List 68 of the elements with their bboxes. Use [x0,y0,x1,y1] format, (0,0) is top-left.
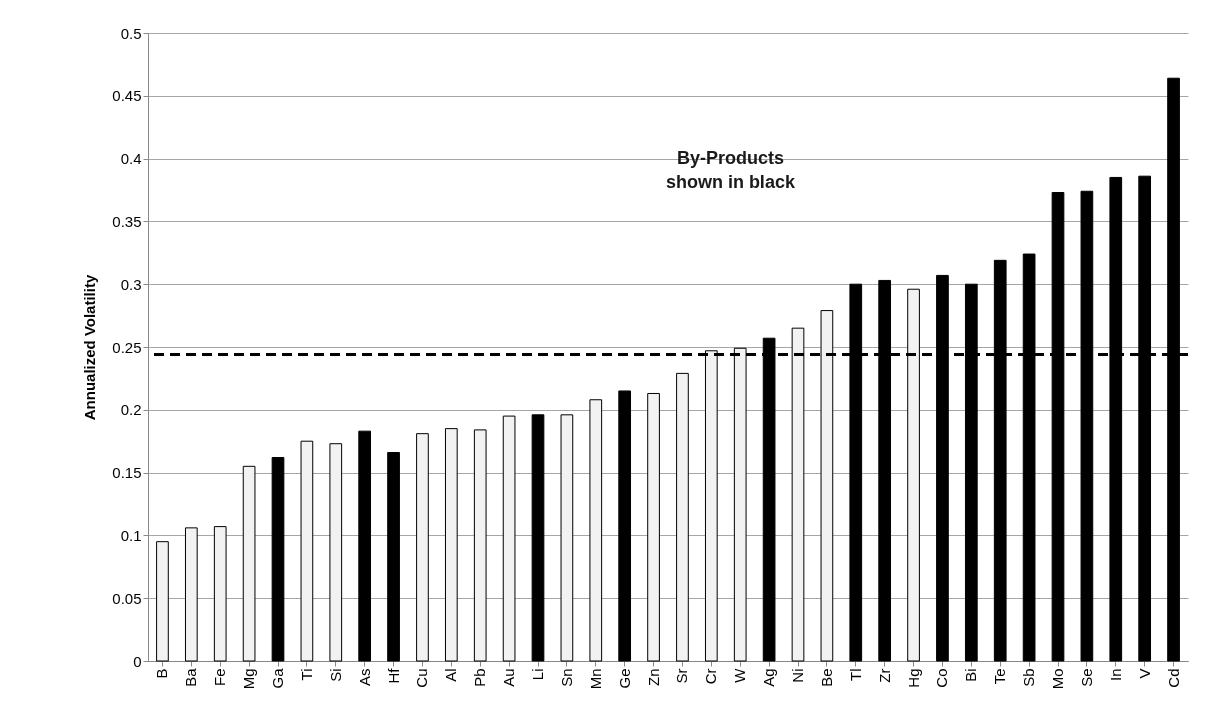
x-tick-label: In [1106,668,1124,682]
bar [184,527,198,662]
x-tick-label: Au [500,668,518,687]
x-tick-label: Al [442,668,460,682]
x-tick-label: Ni [789,668,806,683]
x-tick-label: Zn [644,668,662,687]
x-tick-label: Pb [471,668,489,687]
x-tick-label: Ga [269,667,286,689]
y-tick-label: 0.1 [120,526,142,544]
bar [271,457,285,662]
x-tick-label: Li [529,668,546,681]
x-tick-label: Ti [297,668,315,681]
x-tick-label: Hg [904,668,922,688]
y-tick-label: 0.3 [120,275,142,293]
x-tick-label: Mo [1049,668,1066,690]
x-tick-label: Mn [586,668,604,690]
x-tick-label: Se [1077,668,1095,687]
x-tick-label: Sn [557,668,575,687]
x-tick-label: V [1135,668,1153,679]
bar [589,399,603,662]
x-tick-label: Cu [413,668,431,688]
bar [329,443,343,662]
annotation: By-Products shown in black [665,147,796,192]
x-tick-label: Fe [211,668,229,687]
x-tick-label: Zr [875,668,893,683]
bar [647,392,660,662]
x-tick-label: Hf [384,667,402,684]
bar [242,465,256,662]
bar [560,414,574,662]
bar [502,415,516,662]
x-tick-label: Si [326,668,344,682]
y-tick-label: 0.15 [112,464,142,482]
bar [358,430,372,662]
x-tick-label: B [153,668,171,679]
x-tick-label: Sr [673,668,691,684]
bar [531,414,545,662]
bar [416,433,429,662]
bar [676,372,689,662]
y-tick-label: 0.2 [120,401,142,419]
x-tick-label: Tl [846,668,864,681]
x-tick-label: Sb [1020,668,1038,687]
y-tick-label: 0.4 [120,150,142,168]
x-tick-label: Cd [1164,668,1182,688]
bar [300,440,314,662]
x-tick-label: As [355,668,373,687]
x-tick-label: Ba [182,667,200,687]
bar [156,541,169,662]
y-tick-label: 0.25 [112,338,142,356]
bar [387,452,400,662]
x-tick-label: W [731,667,749,683]
bar [618,390,632,662]
y-tick-label: 0.05 [112,589,142,607]
x-tick-label: Ge [615,668,633,689]
x-tick-label: Cr [702,668,720,685]
x-tick-label: Co [933,668,951,688]
x-tick-label: Ag [760,668,778,687]
y-tick-label: 0 [133,652,142,670]
y-axis-title: Annualized Volatility [81,274,99,421]
x-tick-label: Bi [962,668,980,682]
bar [213,526,227,662]
x-tick-label: Te [991,668,1009,685]
bar [444,428,458,662]
x-tick-label: Mg [240,668,258,690]
y-tick-label: 0.45 [112,87,142,105]
bar [473,429,487,662]
y-tick-label: 0.35 [112,212,142,230]
y-tick-label: 0.5 [120,24,142,42]
x-tick-label: Be [817,668,835,687]
